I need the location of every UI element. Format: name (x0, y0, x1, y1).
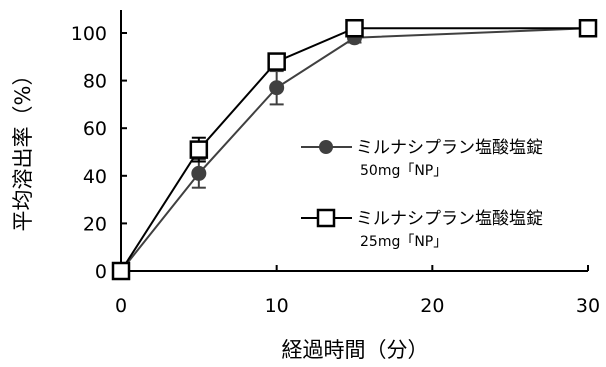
data-point (578, 18, 598, 38)
y-tick-label: 80 (83, 71, 107, 93)
legend-marker (316, 208, 336, 228)
x-tick-label: 30 (576, 295, 600, 317)
x-tick-label: 10 (265, 295, 289, 317)
data-point (267, 52, 286, 71)
data-point (269, 80, 285, 96)
legend-marker (319, 140, 333, 154)
y-tick-label: 100 (71, 23, 107, 45)
data-point (111, 261, 131, 281)
data-point (345, 18, 364, 38)
legend-sublabel: 50mg「NP」 (360, 163, 447, 179)
x-tick-label: 20 (420, 295, 444, 317)
x-axis-title: 経過時間（分） (282, 338, 429, 362)
legend-label: ミルナシプラン塩酸塩錠 (356, 138, 543, 158)
data-point (191, 165, 207, 181)
legend-label: ミルナシプラン塩酸塩錠 (356, 209, 543, 229)
axes: 0 20 40 60 80 100 0 10 20 30 (71, 10, 600, 317)
y-tick-label: 20 (83, 213, 107, 235)
legend-entry-2: ミルナシプラン塩酸塩錠 25mg「NP」 (301, 208, 543, 250)
data-point (189, 140, 209, 159)
y-tick-label: 0 (95, 261, 107, 283)
y-tick-label: 40 (83, 166, 107, 188)
y-tick-label: 60 (83, 118, 107, 140)
series-layer (111, 18, 598, 281)
x-tick-label: 0 (115, 295, 127, 317)
y-axis-title: 平均溶出率（%） (11, 65, 35, 232)
legend-sublabel: 25mg「NP」 (360, 234, 447, 250)
series-2 (111, 18, 598, 281)
legend-entry-1: ミルナシプラン塩酸塩錠 50mg「NP」 (301, 138, 543, 179)
